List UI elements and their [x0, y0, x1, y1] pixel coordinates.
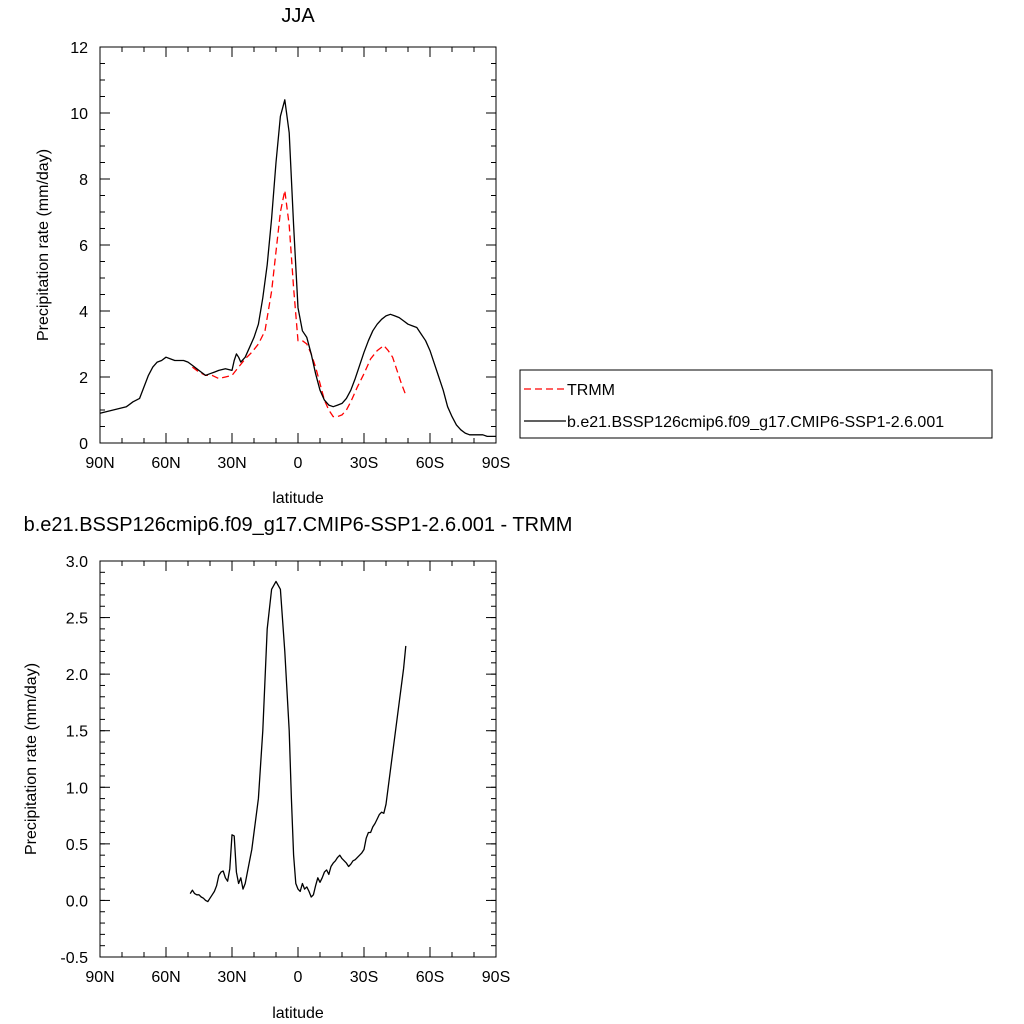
x-tick-label: 90N [85, 969, 114, 986]
series-lines [99, 99, 496, 438]
x-tick-label: 60N [151, 455, 180, 472]
x-tick-label: 30N [217, 455, 246, 472]
axis-ticks: 90N 60N 30N 0 30S 60S 90S 0 2 4 6 8 10 12 [70, 40, 510, 472]
y-tick-label: 0.0 [66, 893, 88, 910]
x-tick-label: 90S [482, 455, 510, 472]
series-lines [189, 580, 407, 903]
legend: TRMM b.e21.BSSP126cmip6.f09_g17.CMIP6-SS… [519, 369, 993, 439]
legend-label-trmm: TRMM [567, 382, 615, 399]
x-tick-label: 90N [85, 455, 114, 472]
y-tick-label: 6 [79, 238, 88, 255]
y-tick-label: 0 [79, 436, 88, 453]
x-tick-label: 30S [350, 969, 378, 986]
x-tick-label: 60N [151, 969, 180, 986]
x-axis-label: latitude [272, 490, 324, 507]
jja-precipitation-panel: JJA Precipitation rate (mm/day) latitude… [35, 5, 510, 507]
x-tick-label: 90S [482, 969, 510, 986]
y-axis-label: Precipitation rate (mm/day) [23, 663, 40, 855]
y-tick-label: 0.5 [66, 837, 88, 854]
series-line-trmm [192, 189, 407, 418]
y-tick-label: 1.5 [66, 724, 88, 741]
plot-frame [99, 46, 497, 444]
difference-panel: b.e21.BSSP126cmip6.f09_g17.CMIP6-SSP1-2.… [23, 514, 572, 1022]
chart-title: JJA [281, 5, 315, 27]
chart-title: b.e21.BSSP126cmip6.f09_g17.CMIP6-SSP1-2.… [24, 514, 573, 536]
x-tick-label: 30S [350, 455, 378, 472]
plot-frame [99, 560, 497, 958]
y-tick-label: 10 [70, 106, 88, 123]
y-tick-label: 2 [79, 370, 88, 387]
x-tick-label: 0 [294, 969, 303, 986]
y-tick-label: -0.5 [60, 950, 88, 967]
x-tick-label: 60S [416, 455, 444, 472]
x-tick-label: 60S [416, 969, 444, 986]
y-tick-label: 3.0 [66, 554, 88, 571]
x-tick-label: 0 [294, 455, 303, 472]
x-tick-label: 30N [217, 969, 246, 986]
series-line-difference [189, 580, 407, 903]
y-axis-label: Precipitation rate (mm/day) [35, 149, 52, 341]
y-tick-label: 2.5 [66, 611, 88, 628]
y-tick-label: 12 [70, 40, 88, 57]
legend-label-model: b.e21.BSSP126cmip6.f09_g17.CMIP6-SSP1-2.… [567, 414, 944, 431]
y-tick-label: 2.0 [66, 667, 88, 684]
x-axis-label: latitude [272, 1005, 324, 1022]
series-line-b-e21-bssp126cmip6-f09-g17-cmip6-ssp1-2-6-001 [99, 99, 496, 438]
y-tick-label: 8 [79, 172, 88, 189]
axis-ticks: 90N 60N 30N 0 30S 60S 90S -0.5 0.0 0.5 1.0 1.5 2.0 2.… [60, 554, 510, 986]
y-tick-label: 1.0 [66, 780, 88, 797]
legend-box [519, 369, 993, 439]
y-tick-label: 4 [79, 304, 88, 321]
